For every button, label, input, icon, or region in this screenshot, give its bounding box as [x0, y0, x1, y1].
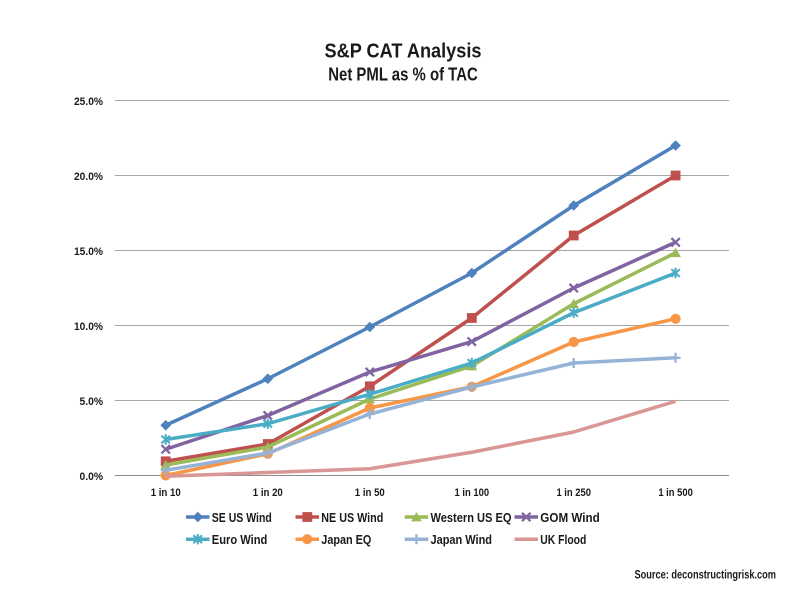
svg-text:25.0%: 25.0% — [74, 96, 103, 108]
svg-text:SE US Wind: SE US Wind — [212, 510, 272, 525]
svg-text:Euro Wind: Euro Wind — [212, 532, 268, 547]
svg-text:15.0%: 15.0% — [74, 246, 103, 258]
svg-text:1 in 250: 1 in 250 — [556, 487, 591, 499]
svg-text:1 in 20: 1 in 20 — [253, 487, 283, 499]
svg-text:1 in 100: 1 in 100 — [455, 487, 490, 499]
svg-text:Western US EQ: Western US EQ — [431, 510, 512, 525]
svg-text:20.0%: 20.0% — [74, 171, 103, 183]
svg-text:0.0%: 0.0% — [80, 471, 104, 483]
svg-text:10.0%: 10.0% — [74, 321, 103, 333]
svg-text:Japan EQ: Japan EQ — [321, 532, 371, 547]
svg-text:1 in 500: 1 in 500 — [658, 487, 693, 499]
svg-text:1 in 50: 1 in 50 — [355, 487, 385, 499]
svg-text:GOM Wind: GOM Wind — [540, 510, 600, 525]
svg-text:5.0%: 5.0% — [80, 396, 104, 408]
svg-text:Net PML as % of TAC: Net PML as % of TAC — [328, 64, 478, 85]
svg-text:S&P CAT Analysis: S&P CAT Analysis — [325, 41, 482, 63]
svg-text:NE US Wind: NE US Wind — [321, 510, 383, 525]
svg-text:Japan Wind: Japan Wind — [431, 532, 493, 547]
svg-text:UK Flood: UK Flood — [540, 532, 586, 547]
svg-text:1 in 10: 1 in 10 — [151, 487, 181, 499]
svg-text:Source: deconstructingrisk.com: Source: deconstructingrisk.com — [635, 570, 777, 582]
